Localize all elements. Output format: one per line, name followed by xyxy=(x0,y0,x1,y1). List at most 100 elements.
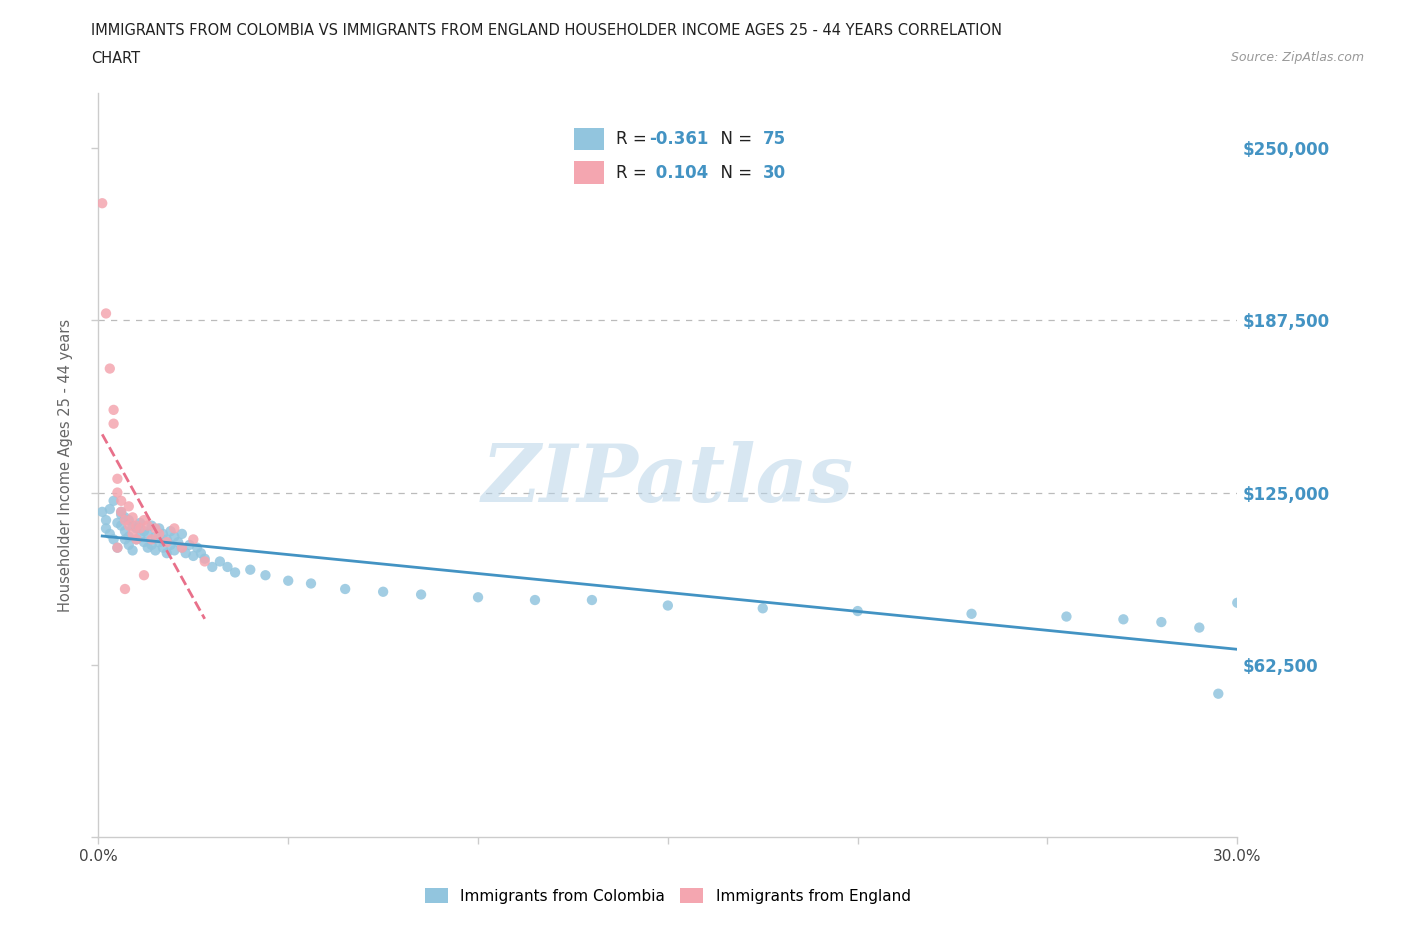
Text: R =: R = xyxy=(616,130,651,148)
Point xyxy=(145,543,167,558)
Text: Source: ZipAtlas.com: Source: ZipAtlas.com xyxy=(1230,51,1364,64)
Point xyxy=(98,501,121,516)
Point xyxy=(121,543,143,558)
Text: IMMIGRANTS FROM COLOMBIA VS IMMIGRANTS FROM ENGLAND HOUSEHOLDER INCOME AGES 25 -: IMMIGRANTS FROM COLOMBIA VS IMMIGRANTS F… xyxy=(91,23,1002,38)
Point xyxy=(752,601,775,616)
Text: R =: R = xyxy=(616,164,651,181)
Text: 30: 30 xyxy=(763,164,786,181)
Point xyxy=(163,521,186,536)
FancyBboxPatch shape xyxy=(574,162,603,184)
Text: 0.104: 0.104 xyxy=(650,164,707,181)
Point xyxy=(91,504,114,519)
Point xyxy=(118,538,141,552)
Point xyxy=(167,535,190,550)
Point xyxy=(201,560,224,575)
Text: N =: N = xyxy=(710,164,758,181)
Point xyxy=(174,546,197,561)
Point xyxy=(152,526,174,541)
Text: 75: 75 xyxy=(763,130,786,148)
Point xyxy=(114,532,136,547)
Point xyxy=(118,498,141,513)
Text: -0.361: -0.361 xyxy=(650,130,709,148)
Point xyxy=(110,518,132,533)
Point xyxy=(581,592,603,607)
Point xyxy=(107,485,129,500)
Point xyxy=(152,540,174,555)
Point xyxy=(118,529,141,544)
Point xyxy=(524,592,547,607)
Point xyxy=(657,598,679,613)
Point xyxy=(208,554,231,569)
Point xyxy=(129,529,152,544)
Point xyxy=(125,532,148,547)
Point xyxy=(107,540,129,555)
Point xyxy=(141,518,163,533)
Point xyxy=(103,417,125,432)
Point xyxy=(163,529,186,544)
Point xyxy=(110,504,132,519)
Point xyxy=(170,540,193,555)
Point xyxy=(129,515,152,530)
Point xyxy=(94,512,117,527)
Point xyxy=(110,504,132,519)
Point xyxy=(194,554,217,569)
Point xyxy=(132,512,155,527)
Point xyxy=(129,521,152,536)
Point xyxy=(179,538,201,552)
Point xyxy=(183,532,205,547)
Point xyxy=(145,521,167,536)
Point xyxy=(132,524,155,538)
Point xyxy=(156,546,179,561)
Point xyxy=(960,606,983,621)
Text: ZIPatlas: ZIPatlas xyxy=(482,441,853,519)
Point xyxy=(299,576,322,591)
Point xyxy=(141,538,163,552)
Point xyxy=(103,403,125,418)
Point xyxy=(156,532,179,547)
FancyBboxPatch shape xyxy=(574,128,603,150)
Text: N =: N = xyxy=(710,130,758,148)
Point xyxy=(1056,609,1078,624)
Point xyxy=(110,494,132,509)
Point xyxy=(371,584,394,599)
Point xyxy=(277,573,299,588)
Point xyxy=(118,518,141,533)
Point xyxy=(239,563,262,578)
Point xyxy=(121,526,143,541)
Point xyxy=(107,540,129,555)
Point xyxy=(148,521,170,536)
Point xyxy=(170,540,193,555)
Point xyxy=(141,532,163,547)
Point xyxy=(132,568,155,583)
Point xyxy=(183,549,205,564)
Text: CHART: CHART xyxy=(91,51,141,66)
Point xyxy=(1226,595,1249,610)
Point xyxy=(148,526,170,541)
Point xyxy=(98,361,121,376)
Point xyxy=(103,532,125,547)
Point xyxy=(110,507,132,522)
Point xyxy=(114,581,136,596)
Point xyxy=(1150,615,1173,630)
Point xyxy=(132,535,155,550)
Point xyxy=(1112,612,1135,627)
Point xyxy=(224,565,246,580)
Point xyxy=(190,546,212,561)
Point xyxy=(118,512,141,527)
Point xyxy=(159,538,181,552)
Point xyxy=(91,196,114,211)
Point xyxy=(98,526,121,541)
Y-axis label: Householder Income Ages 25 - 44 years: Householder Income Ages 25 - 44 years xyxy=(58,318,73,612)
Point xyxy=(194,551,217,566)
Point xyxy=(125,532,148,547)
Point xyxy=(163,543,186,558)
Point xyxy=(125,518,148,533)
Point xyxy=(156,535,179,550)
Point xyxy=(1188,620,1211,635)
Point xyxy=(121,518,143,533)
Point xyxy=(1208,686,1230,701)
Point xyxy=(411,587,433,602)
Point xyxy=(170,526,193,541)
Point xyxy=(125,521,148,536)
Point xyxy=(107,515,129,530)
